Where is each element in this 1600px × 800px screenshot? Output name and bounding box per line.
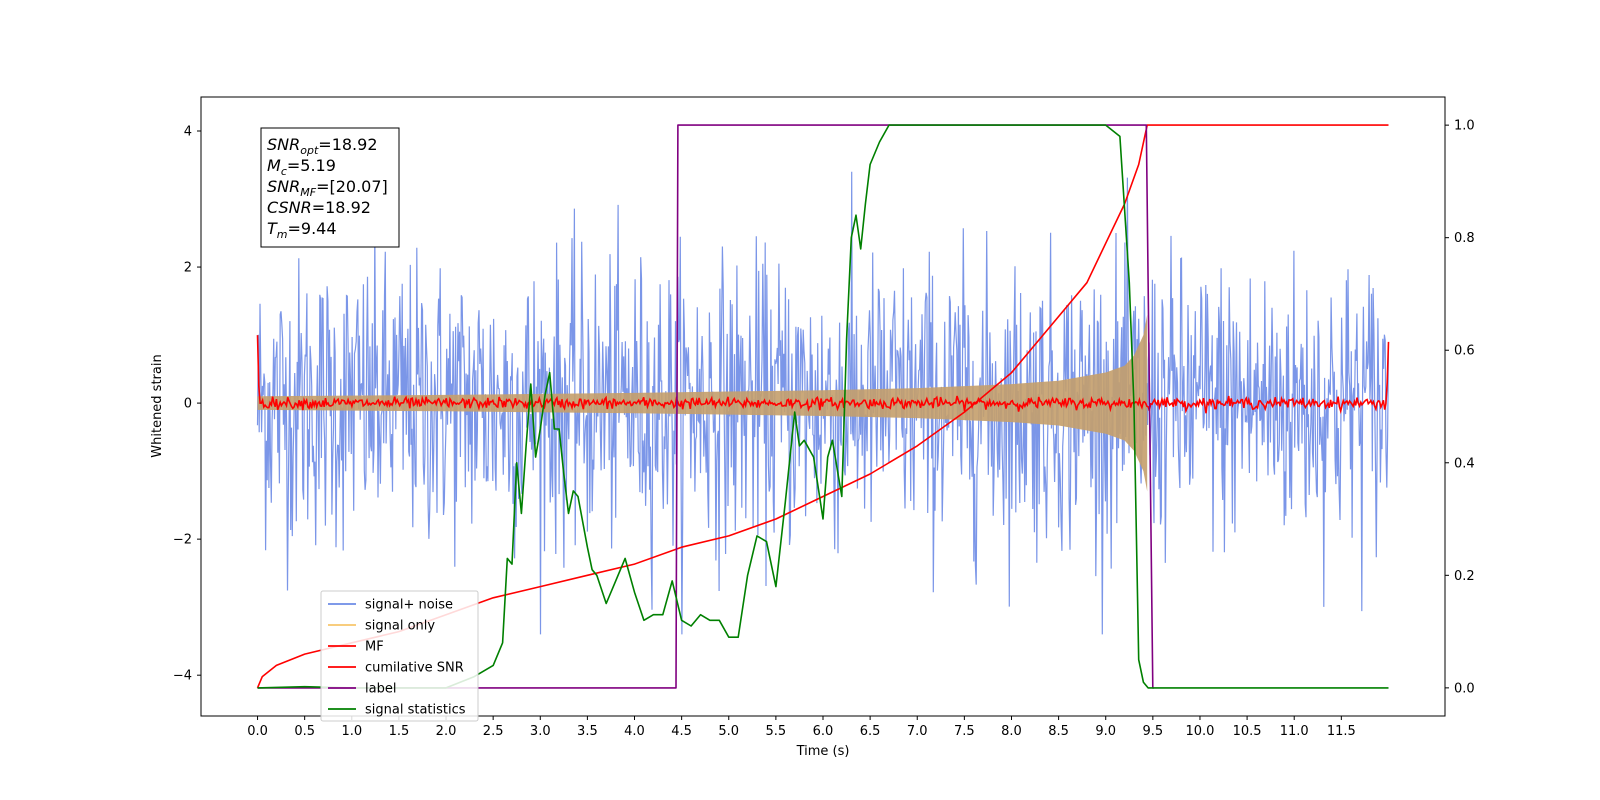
x-tick-label: 11.5 <box>1327 724 1356 739</box>
x-tick-label: 2.5 <box>483 724 504 739</box>
series-mf <box>256 335 1390 415</box>
x-tick-label: 0.5 <box>294 724 315 739</box>
annotation-line: Tm=9.44 <box>267 219 337 241</box>
x-tick-label: 3.0 <box>530 724 551 739</box>
x-tick-label: 11.0 <box>1280 724 1309 739</box>
x-tick-label: 6.5 <box>860 724 881 739</box>
legend: signal+ noise signal only MF cumilative SNR… <box>320 590 479 722</box>
x-axis-label: Time (s) <box>796 744 850 759</box>
legend-label: label <box>365 682 396 697</box>
y-axis-left: 4 2 0 −2 −4 <box>173 125 201 684</box>
x-tick-label: 5.0 <box>718 724 739 739</box>
y-tick-label: −2 <box>173 533 192 548</box>
x-tick-label: 8.5 <box>1048 724 1069 739</box>
y-right-tick-label: 0.8 <box>1454 231 1475 246</box>
x-tick-label: 4.5 <box>671 724 692 739</box>
x-tick-label: 9.0 <box>1095 724 1116 739</box>
y-axis-label: Whitened strain <box>150 354 165 457</box>
x-tick-label: 7.5 <box>954 724 975 739</box>
x-tick-label: 0.0 <box>247 724 268 739</box>
x-tick-label: 8.0 <box>1001 724 1022 739</box>
x-tick-label: 3.5 <box>577 724 598 739</box>
y-axis-right: 1.0 0.8 0.6 0.4 0.2 0.0 <box>1445 119 1475 696</box>
legend-label: signal+ noise <box>365 598 453 613</box>
legend-label: signal statistics <box>365 703 466 718</box>
y-right-tick-label: 0.4 <box>1454 456 1475 471</box>
legend-label: MF <box>365 640 384 655</box>
x-axis: 0.0 0.5 1.0 1.5 2.0 2.5 3.0 3.5 4.0 4.5 5.0 5.5 6.0 6… <box>247 716 1356 739</box>
y-tick-label: −4 <box>173 669 192 684</box>
x-tick-label: 1.5 <box>389 724 410 739</box>
y-right-tick-label: 0.2 <box>1454 569 1475 584</box>
x-tick-label: 10.0 <box>1185 724 1214 739</box>
y-tick-label: 4 <box>184 125 192 140</box>
legend-frame <box>320 590 479 722</box>
x-tick-label: 7.0 <box>907 724 928 739</box>
annotation-frame <box>260 127 400 248</box>
series-signal-only <box>257 314 1148 492</box>
y-right-tick-label: 0.0 <box>1454 681 1475 696</box>
legend-label: cumilative SNR <box>365 661 464 676</box>
y-tick-label: 2 <box>184 261 192 276</box>
x-tick-label: 4.0 <box>624 724 645 739</box>
legend-label: signal only <box>365 619 435 634</box>
x-tick-label: 10.5 <box>1233 724 1262 739</box>
x-tick-label: 2.0 <box>436 724 457 739</box>
y-tick-label: 0 <box>184 397 192 412</box>
x-tick-label: 5.5 <box>766 724 787 739</box>
annotation-line: SNRopt=18.92 <box>267 135 378 157</box>
series-signal-statistics <box>257 124 1389 689</box>
annotation-line: Mc=5.19 <box>267 156 336 178</box>
annotation-line: SNRMF=[20.07] <box>267 177 388 199</box>
y-right-tick-label: 0.6 <box>1454 344 1475 359</box>
stats-annotation-box: SNRopt=18.92Mc=5.19SNRMF=[20.07]CSNR=18.… <box>260 127 400 248</box>
x-tick-label: 6.0 <box>813 724 834 739</box>
annotation-line: CSNR=18.92 <box>267 198 371 217</box>
x-tick-label: 1.0 <box>341 724 362 739</box>
x-tick-label: 9.5 <box>1143 724 1164 739</box>
y-right-tick-label: 1.0 <box>1454 119 1475 134</box>
